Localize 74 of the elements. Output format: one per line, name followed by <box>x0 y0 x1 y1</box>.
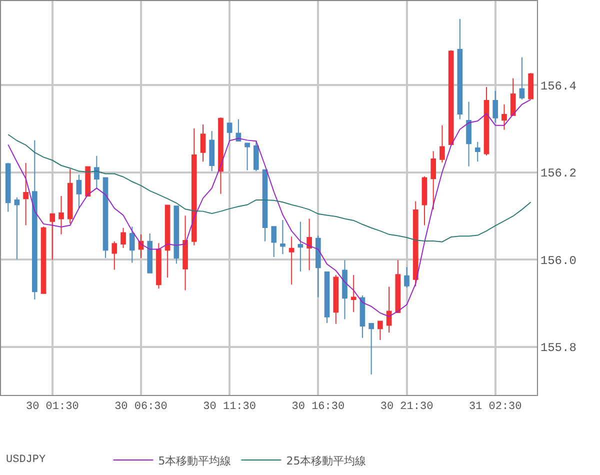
candlestick <box>236 118 242 142</box>
text: USDJPY <box>6 454 46 466</box>
x-tick-label: 30 16:30 <box>292 401 345 414</box>
candlestick <box>58 196 64 235</box>
x-tick-label: 30 11:30 <box>203 401 256 414</box>
y-tick-label: 155.8 <box>540 341 576 356</box>
candlestick <box>226 122 232 142</box>
candlestick <box>466 101 472 167</box>
candlestick <box>23 162 28 226</box>
candlestick <box>14 196 20 260</box>
candlestick <box>156 242 162 290</box>
candlestick <box>191 128 197 246</box>
candlestick <box>502 104 507 130</box>
legend-label: 25本移動平均線 <box>286 454 366 468</box>
y-tick-label: 156.0 <box>540 254 576 268</box>
candlestick <box>32 140 38 300</box>
candlestick <box>510 78 516 116</box>
candlestick <box>120 227 126 248</box>
candlestick <box>350 274 356 313</box>
candlestick <box>342 260 348 320</box>
line-series <box>8 99 532 317</box>
candlestick <box>395 260 401 314</box>
x-tick-label: 30 06:30 <box>114 401 168 414</box>
candlestick <box>288 236 294 286</box>
candlestick <box>182 215 188 291</box>
candlestick <box>360 295 366 338</box>
candlestick <box>102 177 108 258</box>
candlestick <box>40 226 46 294</box>
x-tick-label: 30 01:30 <box>26 401 79 414</box>
y-tick-label: 156.2 <box>540 166 576 181</box>
y-tick-label: 156.4 <box>540 79 576 94</box>
candlestick <box>440 124 445 163</box>
candlestick <box>280 220 286 255</box>
candlestick <box>298 221 304 272</box>
candlestick <box>209 130 215 172</box>
candlestick <box>50 212 56 260</box>
x-tick-label: 31 02:30 <box>468 401 522 414</box>
candlestick <box>430 150 436 210</box>
candlestick <box>422 176 428 226</box>
candlestick <box>492 90 498 124</box>
candlestick <box>5 162 11 212</box>
candlestick <box>76 174 82 209</box>
candlestick <box>218 117 224 194</box>
candlestick <box>174 206 180 264</box>
candlestick <box>448 50 454 146</box>
candlestick <box>271 226 277 258</box>
candlestick <box>386 286 392 334</box>
candlestick <box>262 169 268 242</box>
line-series <box>8 134 532 242</box>
candlestick <box>112 240 118 270</box>
candlestick <box>368 322 374 375</box>
candlestick <box>378 320 383 341</box>
candlestick <box>474 141 480 162</box>
candlestick <box>129 226 135 264</box>
candlestick <box>528 72 534 100</box>
candlestick <box>457 18 463 120</box>
candlestick <box>200 124 206 162</box>
candlestick <box>164 204 170 278</box>
candlestick <box>412 200 418 287</box>
candlestick <box>244 142 250 171</box>
candlestick <box>333 274 339 324</box>
candlestick <box>306 218 312 271</box>
candlestick <box>147 233 153 274</box>
x-tick-label: 30 21:30 <box>380 401 434 414</box>
candlestick <box>519 56 525 100</box>
candlestick <box>324 271 330 324</box>
candlestick <box>85 166 90 197</box>
candlestick <box>253 140 259 172</box>
candlestick <box>67 168 73 224</box>
candlestick <box>484 86 490 156</box>
candlestick <box>316 235 321 298</box>
candlestick <box>404 266 410 288</box>
candlestick <box>94 155 100 189</box>
legend-label: 5本移動平均線 <box>158 454 232 468</box>
